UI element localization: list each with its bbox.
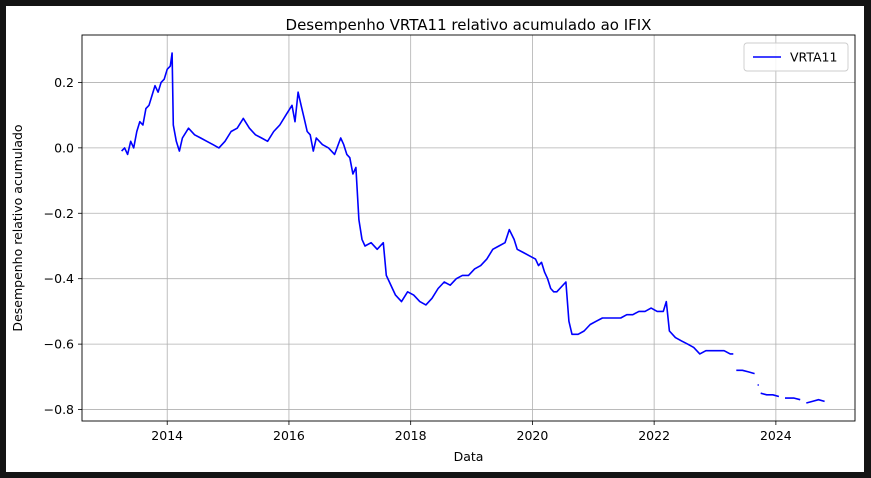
x-tick-label: 2024 <box>760 428 792 443</box>
chart-title: Desempenho VRTA11 relativo acumulado ao … <box>286 16 652 34</box>
x-tick-label: 2022 <box>638 428 670 443</box>
grid-lines <box>82 35 855 421</box>
legend-label-vrta11: VRTA11 <box>790 50 837 65</box>
chart-canvas: 2014 2016 2018 2020 2022 2024 −0.8 −0.6 −0.4 −0.… <box>6 6 864 472</box>
x-tick-label: 2020 <box>517 428 549 443</box>
x-axis-label: Data <box>454 449 484 464</box>
series-line-vrta11 <box>760 392 780 398</box>
series-line-vrta11 <box>121 52 734 355</box>
x-tick-label: 2014 <box>151 428 183 443</box>
x-axis-ticks: 2014 2016 2018 2020 2022 2024 <box>151 421 792 443</box>
x-tick-label: 2018 <box>395 428 427 443</box>
y-tick-label: 0.2 <box>54 75 74 90</box>
y-tick-label: −0.2 <box>44 206 74 221</box>
y-tick-label: 0.0 <box>54 140 74 155</box>
plot-frame <box>81 34 856 422</box>
legend-box <box>743 42 849 72</box>
line-chart: 2014 2016 2018 2020 2022 2024 −0.8−0.6−0.4−0.… <box>10 16 856 464</box>
y-axis-label: Desempenho relativo acumulado <box>10 124 25 331</box>
legend: VRTA11 <box>743 42 849 72</box>
y-axis-ticks: −0.8 −0.6 −0.4 −0.2 0.0 0.2 <box>44 75 82 417</box>
y-tick-label: −0.6 <box>44 337 74 352</box>
x-tick-label: 2016 <box>273 428 305 443</box>
y-tick-label: −0.8 <box>44 402 74 417</box>
y-tick-label: −0.4 <box>44 271 74 286</box>
series-line-vrta11 <box>785 397 801 401</box>
series-line-vrta11 <box>806 398 825 404</box>
series-layer <box>121 52 825 404</box>
series-line-vrta11 <box>736 369 755 375</box>
